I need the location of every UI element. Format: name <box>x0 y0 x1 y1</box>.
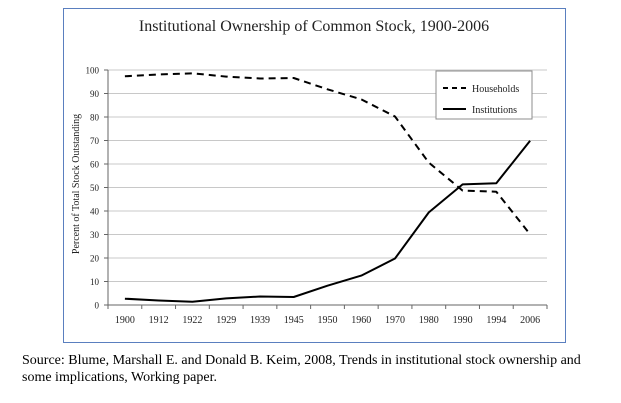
x-tick-labels: 1900 1912 1922 1929 1939 1945 1950 1960 1970 1980… <box>115 315 540 326</box>
y-tick-label: 10 <box>90 277 100 287</box>
legend-box <box>435 70 533 120</box>
legend-households-label: Households <box>472 84 519 95</box>
x-tick-label: 1994 <box>486 315 506 326</box>
y-tick-label: 50 <box>90 183 100 193</box>
y-tick-labels: 0 10 20 30 40 50 60 70 80 90 100 <box>86 66 100 311</box>
y-tick-label: 20 <box>90 254 100 264</box>
x-tick-label: 1900 <box>115 315 135 326</box>
y-axis-label: Percent of Total Stock Outstanding <box>71 114 82 254</box>
chart-frame <box>63 8 566 343</box>
series-line-institutions <box>124 140 531 303</box>
y-tick-label: 0 <box>95 301 100 311</box>
x-tick-label: 1929 <box>216 315 236 326</box>
axes <box>107 70 548 309</box>
y-tick-label: 60 <box>90 160 100 170</box>
line-chart: Institutional Ownership of Common Stock,… <box>71 18 548 326</box>
x-tick-label: 1912 <box>149 315 169 326</box>
x-tick-label: 1980 <box>419 315 439 326</box>
y-tick-label: 80 <box>90 113 100 123</box>
x-tick-label: 2006 <box>520 315 540 326</box>
x-tick-label: 1939 <box>250 315 270 326</box>
series-line-households <box>124 72 531 235</box>
legend: Households Institutions <box>435 70 533 120</box>
x-tick-label: 1950 <box>318 315 338 326</box>
y-tick-label: 100 <box>86 66 100 76</box>
x-tick-label: 1960 <box>351 315 371 326</box>
chart-title: Institutional Ownership of Common Stock,… <box>139 18 489 35</box>
x-tick-label: 1945 <box>284 315 304 326</box>
y-tick-label: 70 <box>90 136 100 146</box>
series-lines <box>124 72 531 303</box>
y-tick-label: 90 <box>90 89 100 99</box>
y-tick-label: 30 <box>90 230 100 240</box>
x-tick-label: 1990 <box>453 315 473 326</box>
x-tick-label: 1970 <box>385 315 405 326</box>
x-tick-label: 1922 <box>182 315 202 326</box>
y-tick-label: 40 <box>90 207 100 217</box>
source-note: Source: Blume, Marshall E. and Donald B.… <box>22 353 581 385</box>
legend-institutions-label: Institutions <box>472 105 517 116</box>
